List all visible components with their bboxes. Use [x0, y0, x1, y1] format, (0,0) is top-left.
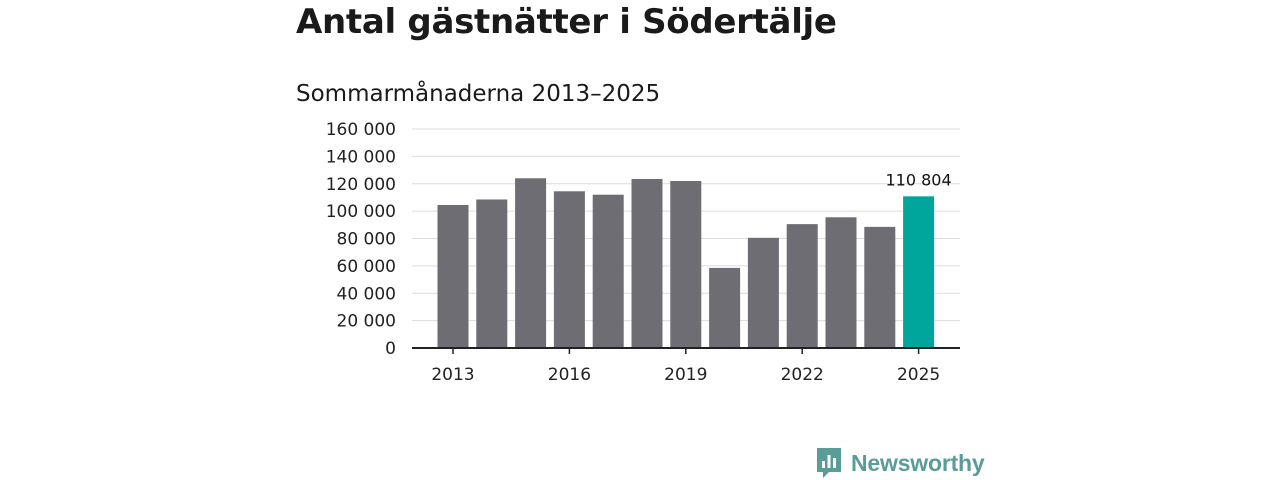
y-tick-label: 80 000: [337, 230, 396, 250]
bar-2019: [670, 181, 702, 348]
x-tick-label: 2019: [664, 365, 707, 385]
bar-2016: [553, 191, 585, 348]
y-tick-label: 120 000: [326, 175, 396, 195]
y-tick-label: 0: [385, 339, 396, 359]
bar-2014: [476, 199, 508, 348]
y-tick-label: 160 000: [326, 120, 396, 140]
chart-title: Antal gästnätter i Södertälje: [296, 2, 837, 42]
bar-2017: [592, 194, 624, 348]
x-tick-label: 2016: [548, 365, 591, 385]
x-tick-label: 2022: [781, 365, 824, 385]
brand-name: Newsworthy: [851, 449, 985, 476]
data-label: 110 804: [886, 170, 952, 189]
brand-logo: Newsworthy: [815, 446, 985, 480]
bar-2018: [631, 178, 663, 348]
y-tick-label: 60 000: [337, 257, 396, 277]
y-tick-label: 20 000: [337, 312, 396, 332]
bar-2021: [747, 237, 779, 348]
bar-2025: [903, 196, 935, 348]
newsworthy-logo-icon: [817, 448, 841, 478]
bar-2020: [709, 267, 741, 348]
chart-subtitle: Sommarmånaderna 2013–2025: [296, 81, 661, 107]
y-tick-label: 40 000: [337, 284, 396, 304]
bar-2023: [825, 217, 857, 348]
x-tick-label: 2013: [431, 365, 474, 385]
y-tick-label: 140 000: [326, 147, 396, 167]
bar-2024: [864, 226, 896, 348]
x-tick-label: 2025: [897, 365, 940, 385]
bar-2022: [786, 224, 818, 348]
bar-2013: [437, 204, 469, 348]
bar-2015: [515, 178, 547, 348]
y-tick-label: 100 000: [326, 202, 396, 222]
